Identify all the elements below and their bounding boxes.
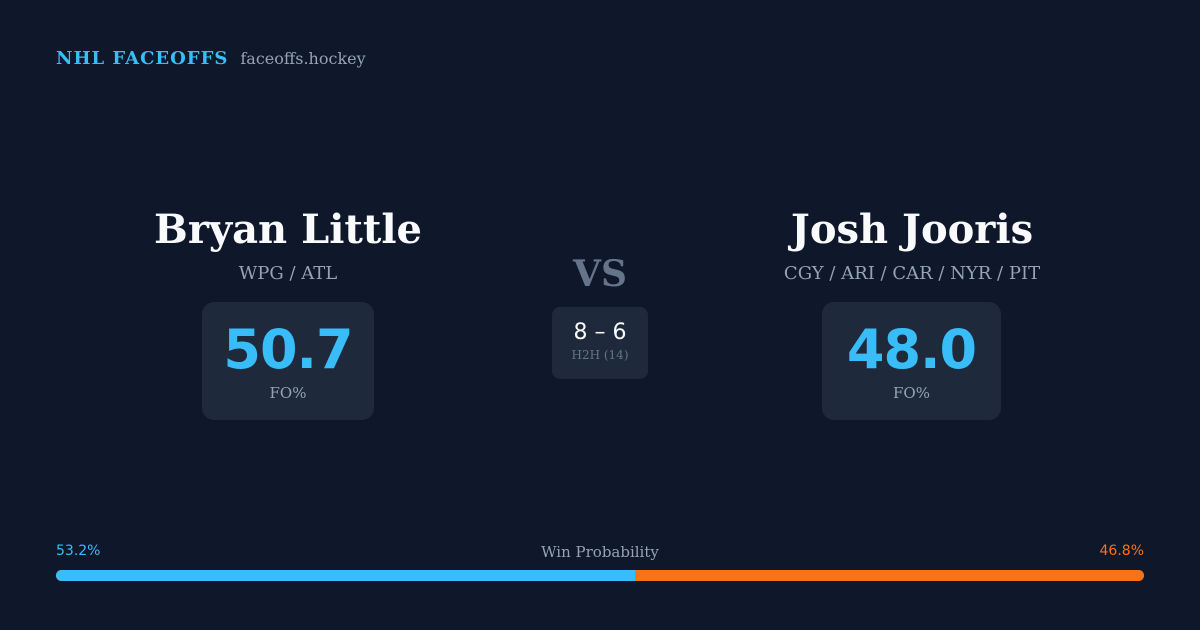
brand-header: NHL FACEOFFS faceoffs.hockey xyxy=(56,48,366,69)
player-left-name: Bryan Little xyxy=(154,206,422,253)
h2h-card: 8 – 6 H2H (14) xyxy=(552,307,648,379)
player-left: Bryan Little WPG / ATL xyxy=(48,206,528,286)
win-probability-bar-left xyxy=(56,570,635,581)
win-probability-left: 53.2% xyxy=(56,543,101,559)
player-right-fo-card: 48.0 FO% xyxy=(822,302,1001,420)
h2h-score: 8 – 6 xyxy=(573,320,627,345)
win-probability-bar xyxy=(56,570,1144,581)
brand-name: NHL FACEOFFS xyxy=(56,48,229,69)
win-probability-title: Win Probability xyxy=(541,543,659,561)
win-probability-labels: 53.2% Win Probability 46.8% xyxy=(56,543,1144,563)
player-right-teams: CGY / ARI / CAR / NYR / PIT xyxy=(783,263,1041,284)
player-left-fo-card: 50.7 FO% xyxy=(202,302,374,420)
vs-label: VS xyxy=(573,253,627,295)
brand-domain: faceoffs.hockey xyxy=(240,49,366,68)
player-left-fo-value: 50.7 xyxy=(223,318,353,381)
player-left-teams: WPG / ATL xyxy=(238,263,338,284)
win-probability-right: 46.8% xyxy=(1099,543,1144,559)
player-left-fo-label: FO% xyxy=(269,384,307,402)
player-right-fo-value: 48.0 xyxy=(846,318,977,381)
win-probability-bar-right xyxy=(634,570,1144,581)
player-right-fo-label: FO% xyxy=(893,384,930,402)
player-right: Josh Jooris CGY / ARI / CAR / NYR / PIT xyxy=(672,206,1152,286)
player-right-name: Josh Jooris xyxy=(790,206,1034,253)
h2h-label: H2H (14) xyxy=(571,348,629,362)
